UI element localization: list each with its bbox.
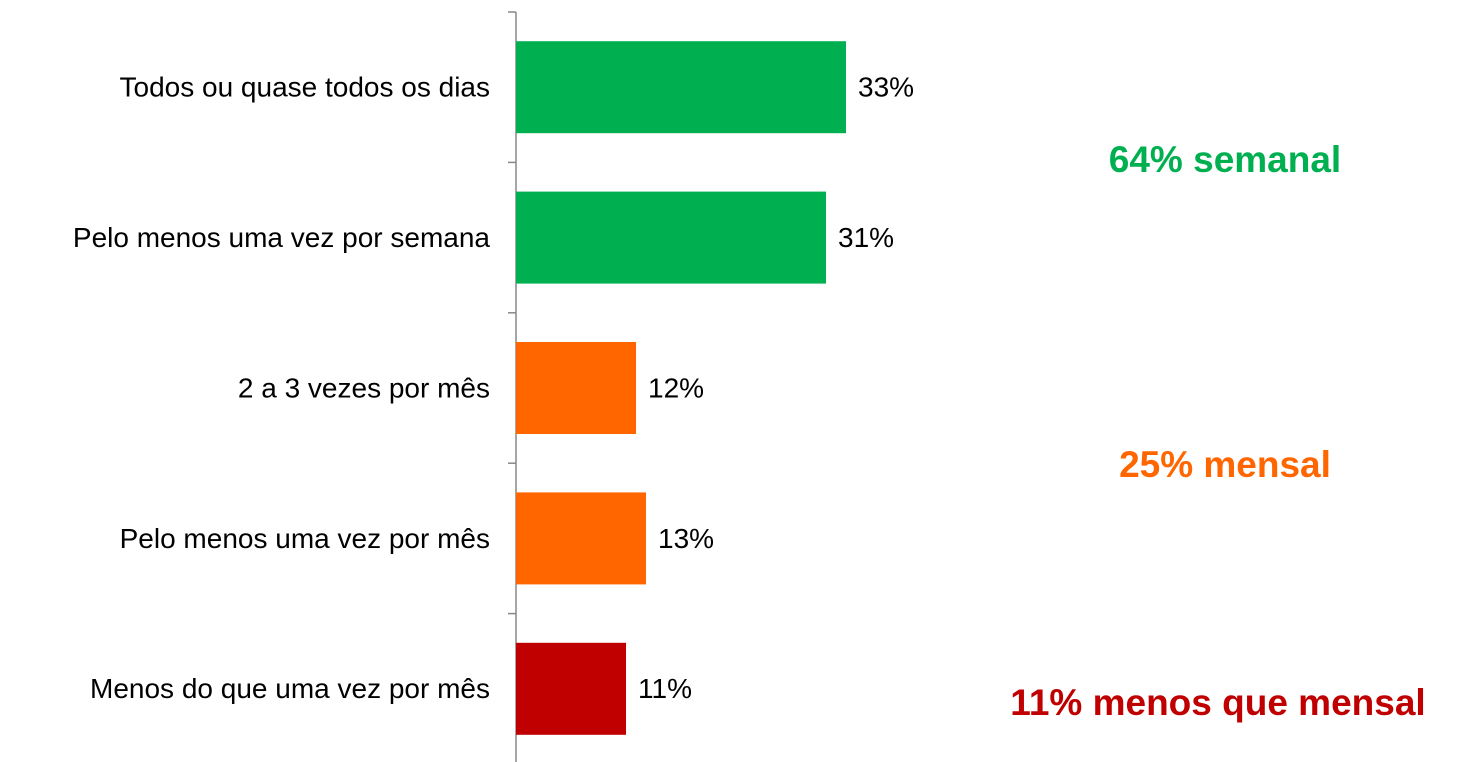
value-label: 13% — [658, 523, 714, 554]
annotation: 64% semanal — [1109, 139, 1341, 180]
value-label: 33% — [858, 72, 914, 103]
bar — [516, 342, 636, 434]
value-label: 12% — [648, 372, 704, 403]
category-label: Menos do que uma vez por mês — [90, 673, 490, 704]
value-label: 31% — [838, 222, 894, 253]
annotation: 11% menos que mensal — [1010, 682, 1425, 723]
category-label: Pelo menos uma vez por mês — [120, 523, 490, 554]
category-label: 2 a 3 vezes por mês — [238, 372, 490, 403]
category-label: Todos ou quase todos os dias — [120, 72, 490, 103]
annotation: 25% mensal — [1119, 444, 1331, 485]
bar — [516, 191, 826, 284]
value-label: 11% — [638, 673, 692, 704]
bar — [516, 492, 646, 585]
bar — [516, 642, 626, 735]
category-label: Pelo menos uma vez por semana — [73, 222, 491, 253]
bar — [516, 41, 846, 134]
